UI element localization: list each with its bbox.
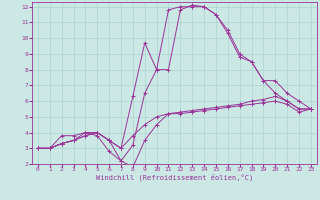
X-axis label: Windchill (Refroidissement éolien,°C): Windchill (Refroidissement éolien,°C): [96, 174, 253, 181]
